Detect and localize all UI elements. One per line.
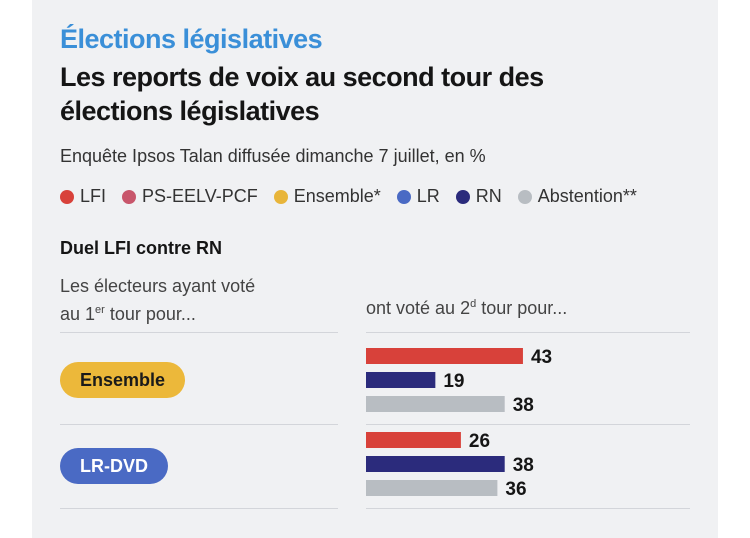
bar-ensemble-lfi: [366, 348, 523, 364]
right-heading-text: tour pour...: [476, 298, 568, 318]
bar-ensemble-rn: [366, 372, 436, 388]
divider: [60, 332, 338, 333]
left-heading-text: au 1: [60, 304, 96, 324]
bar-lr-dvd-abstention: [366, 480, 498, 496]
legend-item-lfi: LFI: [60, 186, 106, 207]
bar-value-label: 36: [505, 479, 526, 500]
legend-label: PS-EELV-PCF: [142, 186, 258, 206]
divider: [60, 424, 338, 425]
legend-item-abstention: Abstention**: [517, 186, 637, 207]
bar-value-label: 26: [469, 431, 490, 452]
group-pill-ensemble: Ensemble: [60, 362, 186, 398]
legend-item-rn: RN: [455, 186, 502, 207]
left-heading-sup: er: [95, 304, 105, 316]
bar-lr-dvd-lfi: [366, 432, 461, 448]
divider: [366, 508, 690, 509]
divider: [60, 508, 338, 509]
bar-ensemble-abstention: [366, 396, 505, 412]
legend-label: Ensemble*: [293, 186, 381, 206]
kicker: Élections législatives: [60, 24, 323, 54]
left-column-heading: Les électeurs ayant voté au 1er tour pou…: [60, 274, 255, 326]
chart-title: Les reports de voix au second tour des é…: [60, 62, 544, 126]
bar-value-label: 19: [443, 371, 464, 392]
legend-dot: [60, 189, 74, 204]
legend-label: RN: [475, 186, 502, 206]
legend-label: LR: [416, 186, 440, 206]
legend-dot: [455, 189, 470, 204]
left-heading-text: tour pour...: [104, 304, 196, 324]
legend-dot: [273, 189, 288, 204]
divider: [366, 332, 690, 333]
bar-lr-dvd-rn: [366, 456, 505, 472]
chart-panel: Élections législatives Les reports de vo…: [32, 0, 718, 538]
legend-dot: [517, 189, 532, 204]
legend-item-ps-eelv-pcf: PS-EELV-PCF: [122, 186, 258, 207]
legend-dot: [122, 189, 137, 204]
section-title: Duel LFI contre RN: [60, 238, 223, 258]
bar-value-label: 38: [513, 395, 534, 416]
legend: LFI PS-EELV-PCF Ensemble* LR RN Abstenti…: [60, 186, 637, 207]
bar-chart: 43 19 38 26 38 36: [366, 347, 552, 500]
legend-label: LFI: [80, 186, 107, 206]
right-column-heading: ont voté au 2d tour pour...: [366, 298, 567, 319]
left-heading-line1: Les électeurs ayant voté: [60, 276, 256, 296]
group-pill-lr-dvd: LR-DVD: [60, 448, 168, 484]
left-heading-line2: au 1er tour pour...: [60, 298, 255, 326]
legend-item-lr: LR: [396, 186, 440, 207]
legend-dot: [396, 189, 411, 204]
right-heading-sup: d: [470, 298, 477, 310]
right-heading-text: ont voté au 2: [366, 298, 471, 318]
legend-label: Abstention**: [537, 186, 637, 206]
chart-subtitle: Enquête Ipsos Talan diffusée dimanche 7 …: [60, 146, 486, 166]
bar-value-label: 43: [531, 347, 552, 368]
divider: [366, 424, 690, 425]
legend-item-ensemble: Ensemble*: [273, 186, 381, 207]
bar-value-label: 38: [513, 455, 534, 476]
